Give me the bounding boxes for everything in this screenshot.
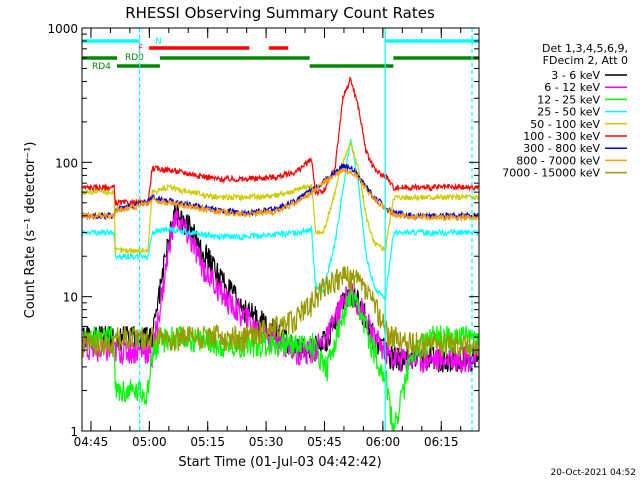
series-line-4 [81,142,479,255]
plot-frame [81,27,480,432]
y-tick-label: 100 [55,156,78,170]
y-tick-label: 10 [63,291,78,305]
legend-header: Det 1,3,4,5,6,9, [542,42,628,55]
x-tick-label: 04:45 [74,435,109,449]
y-tick-label: 1 [70,425,78,439]
legend-header: FDecim 2, Att 0 [543,54,628,67]
series-line-5 [81,76,479,208]
footer-timestamp: 20-Oct-2021 04:52 [551,468,636,478]
flag-label: F [138,44,143,54]
chart-title: RHESSI Observing Summary Count Rates [125,4,435,22]
legend-label: 6 - 12 keV [544,81,600,94]
x-tick-label: 06:15 [424,435,459,449]
x-tick-label: 05:15 [190,435,225,449]
series-line-7 [81,167,479,223]
flag-label: RD0 [125,53,144,63]
legend-label: 7000 - 15000 keV [502,167,600,180]
series-line-8 [81,266,479,360]
x-tick-label: 06:00 [366,435,401,449]
y-tick-label: 1000 [47,22,78,36]
series-line-2 [81,286,479,432]
flag-label: RD4 [92,62,111,72]
legend-label: 100 - 300 keV [523,130,600,143]
legend-label: 800 - 7000 keV [516,154,600,167]
x-tick-label: 05:30 [249,435,284,449]
legend-label: 50 - 100 keV [530,118,600,131]
legend: Det 1,3,4,5,6,9,FDecim 2, Att 0 3 - 6 keV… [502,42,628,180]
y-axis: 1 10 100 1000 [47,22,479,439]
x-tick-label: 05:00 [132,435,167,449]
legend-label: 300 - 800 keV [523,142,600,155]
legend-label: 25 - 50 keV [537,106,600,119]
series-line-3 [81,138,479,300]
x-axis: 04:45 05:00 05:15 05:30 05:45 06:00 06:15 [74,28,462,449]
x-axis-label: Start Time (01-Jul-03 04:42:42) [178,455,381,470]
series-layer [81,76,479,432]
flag-label: N [155,37,162,47]
legend-label: 12 - 25 keV [537,93,600,106]
legend-label: 3 - 6 keV [551,69,600,82]
x-tick-label: 05:45 [307,435,342,449]
vertical-markers [139,28,473,431]
y-axis-label: Count Rate (s⁻¹ detector⁻¹) [23,142,38,319]
